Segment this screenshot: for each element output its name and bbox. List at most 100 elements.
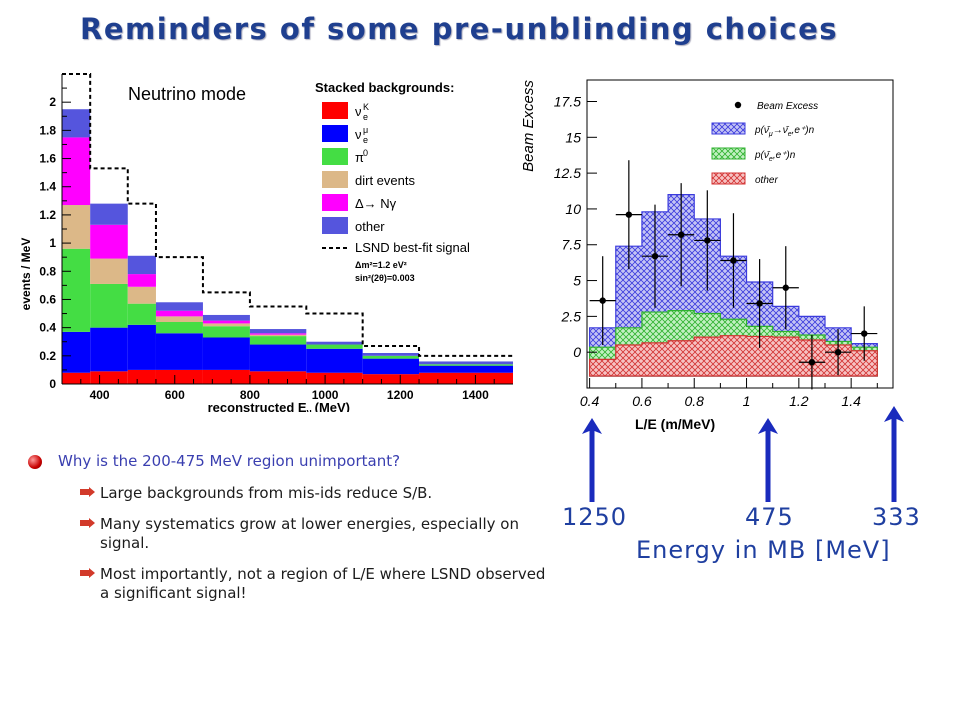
histogram-2 — [589, 335, 878, 377]
bar-2-6 — [306, 344, 363, 349]
bar-4-0 — [62, 137, 91, 206]
y-tick-label: 10 — [565, 201, 581, 217]
bar-3-4 — [202, 323, 250, 327]
data-point — [756, 300, 763, 307]
bar-3-0 — [62, 205, 91, 249]
y-tick-label: 7.5 — [562, 237, 582, 253]
bar-5-3 — [155, 302, 203, 311]
bar-1-5 — [249, 344, 307, 372]
legend-label: Δ→ Nγ — [355, 196, 397, 211]
y-tick-label: 0.2 — [39, 349, 56, 363]
legend-swatch — [322, 125, 348, 142]
bullet-sub-text: Many systematics grow at lower energies,… — [100, 515, 519, 552]
arrow-bullet-icon — [80, 518, 95, 528]
bar-2-0 — [62, 248, 91, 332]
bar-2-1 — [90, 283, 128, 328]
bar-1-6 — [306, 348, 363, 373]
bullet-sub-2: Many systematics grow at lower energies,… — [28, 515, 548, 553]
bar-5-5 — [249, 329, 307, 334]
x-tick-label: 400 — [90, 388, 110, 402]
bar-5-8 — [419, 361, 513, 365]
x-axis-label-main: reconstructed E — [208, 400, 307, 412]
bar-5-1 — [90, 203, 128, 225]
beam-excess-histogram: 0 2.5 5 7.5 10 12.5 15 17.5 0.4 0.6 0.8 1 1.2 1.4 Bea… — [515, 70, 900, 440]
legend-swatch — [322, 217, 348, 234]
y-tick-label: 1.8 — [39, 123, 56, 137]
legend-label: dirt events — [355, 173, 415, 188]
data-point — [861, 330, 868, 337]
bar-2-8 — [419, 364, 513, 366]
bar-5-6 — [306, 341, 363, 345]
energy-value-1250: 1250 — [562, 503, 628, 531]
bar-1-3 — [155, 333, 203, 370]
y-axis-label: Beam Excess — [520, 80, 537, 172]
data-point — [677, 231, 685, 238]
x-axis-label-unit: (MeV) — [315, 400, 350, 412]
energy-axis-label: Energy in MB [MeV] — [636, 536, 891, 564]
x-tick-label: 1 — [743, 393, 751, 409]
y-tick-label: 1.2 — [39, 208, 56, 222]
y-tick-label: 5 — [573, 273, 581, 289]
bar-1-0 — [62, 331, 91, 373]
up-arrow-icon — [758, 418, 778, 502]
x-tick-label: 1400 — [462, 388, 489, 402]
arrow-bullet-icon — [80, 487, 95, 497]
y-tick-label: 1.6 — [39, 152, 56, 166]
y-tick-label: 17.5 — [554, 93, 581, 109]
y-tick-label: 0 — [49, 377, 56, 391]
legend-swatch — [322, 148, 348, 165]
bar-2-7 — [362, 355, 420, 359]
bar-0-5 — [249, 371, 307, 384]
bar-4-2 — [127, 274, 156, 287]
bar-3-3 — [155, 316, 203, 322]
bar-1-2 — [127, 324, 156, 370]
bar-0-8 — [419, 372, 513, 384]
bar-0-2 — [127, 369, 156, 384]
bullet-sub-text: Large backgrounds from mis-ids reduce S/… — [100, 484, 433, 502]
signal-param: sin²(2θ)=0.003 — [355, 273, 415, 283]
bar-1-1 — [90, 327, 128, 372]
data-point — [704, 237, 711, 244]
bar-0-1 — [90, 371, 128, 384]
bar-1-8 — [419, 365, 513, 373]
data-point — [782, 284, 789, 291]
legend-swatch — [322, 102, 348, 119]
bar-2-4 — [202, 326, 250, 338]
y-tick-label: 15 — [565, 129, 581, 145]
bullet-sub-1: Large backgrounds from mis-ids reduce S/… — [28, 484, 548, 503]
signal-param: Δm²=1.2 eV² — [355, 260, 407, 270]
bar-4-5 — [249, 333, 307, 335]
y-tick-label: 0.8 — [39, 264, 56, 278]
bullet-sub-text: Most importantly, not a region of L/E wh… — [100, 565, 546, 602]
bar-1-7 — [362, 358, 420, 375]
bar-2-2 — [127, 303, 156, 325]
chart-annotation: Neutrino mode — [128, 84, 246, 104]
up-arrow-icon — [884, 406, 904, 502]
x-tick-label: 800 — [240, 388, 260, 402]
data-point — [651, 253, 659, 260]
legend-label: π0 — [355, 148, 368, 165]
y-tick-label: 2 — [49, 95, 56, 109]
bullet-sub-3: Most importantly, not a region of L/E wh… — [28, 565, 548, 603]
bar-3-2 — [127, 286, 156, 304]
legend: Beam Excess p(ν̄μ→ν̄e,e⁺)n p(ν̄e,e⁺)n other — [711, 101, 818, 186]
data-point — [808, 359, 816, 366]
legend-label: other — [355, 219, 385, 234]
x-axis-label: reconstructed Eν (MeV) — [208, 400, 350, 412]
bullet-list: Why is the 200-475 MeV region unimportan… — [28, 452, 548, 615]
legend-swatch — [322, 171, 348, 188]
legend-label: Beam Excess — [757, 101, 818, 112]
y-tick-label: 0 — [573, 344, 581, 360]
x-tick-label: 1000 — [312, 388, 339, 402]
data-point — [834, 348, 842, 356]
energy-value-333: 333 — [872, 503, 921, 531]
x-axis-label-sub: ν — [307, 407, 312, 412]
energy-value-475: 475 — [745, 503, 794, 531]
up-arrow-icon — [582, 418, 602, 502]
y-axis-label: events / MeV — [19, 238, 33, 311]
legend-title: Stacked backgrounds: — [315, 80, 454, 95]
legend-label: p(ν̄μ→ν̄e,e⁺)n — [754, 125, 815, 138]
bar-4-4 — [202, 320, 250, 324]
